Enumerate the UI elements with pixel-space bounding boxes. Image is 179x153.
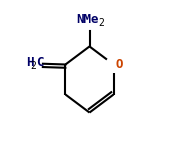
Text: O: O <box>115 58 123 71</box>
Text: 2: 2 <box>98 18 104 28</box>
Text: C: C <box>36 56 44 69</box>
Text: H: H <box>26 56 33 69</box>
Text: 2: 2 <box>30 62 36 71</box>
Text: NMe: NMe <box>77 13 99 26</box>
